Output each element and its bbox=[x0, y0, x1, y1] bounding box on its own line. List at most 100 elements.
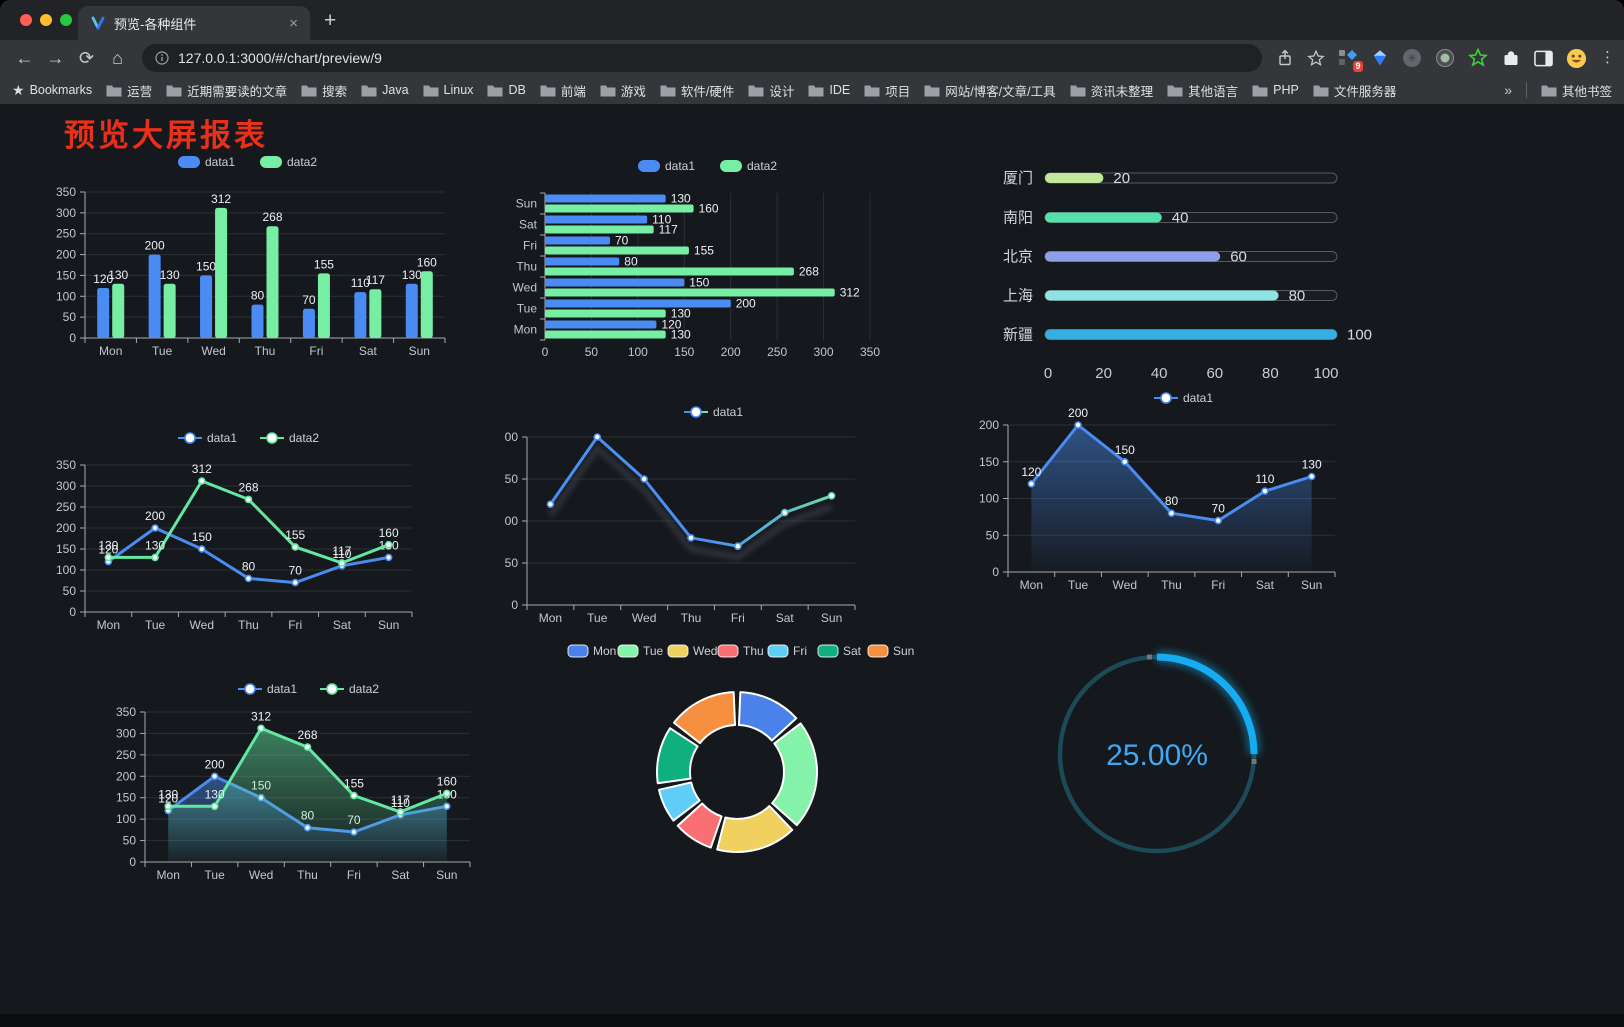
legend-item-data1[interactable]: data1 bbox=[178, 431, 237, 445]
bookmark-folder-item[interactable]: 其他语言 bbox=[1167, 81, 1238, 100]
circle-extension-icon[interactable]: ✳ bbox=[1402, 48, 1422, 68]
svg-text:155: 155 bbox=[344, 777, 364, 791]
legend-item-data2[interactable]: data2 bbox=[260, 431, 319, 445]
green-star-extension-icon[interactable] bbox=[1468, 48, 1488, 68]
svg-text:Sat: Sat bbox=[843, 644, 862, 658]
svg-text:Wed: Wed bbox=[249, 868, 273, 882]
svg-text:Tue: Tue bbox=[152, 344, 173, 358]
bookmark-folder-item[interactable]: 运营 bbox=[106, 81, 152, 100]
forward-button[interactable]: → bbox=[46, 48, 65, 68]
svg-text:110: 110 bbox=[391, 796, 410, 810]
chart-city-progress-canvas[interactable]: 厦门 20 南阳 40 北京 60 上海 80 新疆 100 0 20 40 60 80 100 bbox=[985, 148, 1385, 398]
bookmark-folder-item[interactable]: 资讯未整理 bbox=[1070, 81, 1154, 100]
chart-line-area-canvas[interactable]: 0 50 100 150 200 250 300 350 Mon Tue Wed Thu Fri Sat S… bbox=[100, 676, 520, 891]
bookmark-folder-item[interactable]: PHP bbox=[1252, 83, 1299, 97]
tab-close-icon[interactable]: × bbox=[289, 14, 298, 32]
legend-item-Fri[interactable]: Fri bbox=[767, 644, 807, 658]
svg-text:268: 268 bbox=[238, 480, 258, 494]
legend-item-data1[interactable]: data1 bbox=[238, 682, 297, 696]
bookmark-folder-item[interactable]: IDE bbox=[808, 83, 850, 97]
chart-ring-progress-canvas[interactable]: 25.00% bbox=[1040, 645, 1275, 865]
svg-text:300: 300 bbox=[116, 726, 136, 740]
legend-item-Wed[interactable]: Wed bbox=[667, 644, 717, 658]
bookmark-folder-item[interactable]: 搜索 bbox=[301, 81, 347, 100]
chart-donut-canvas[interactable]: Mon Tue Wed Thu Fri Sat Sun bbox=[545, 640, 935, 880]
svg-text:20: 20 bbox=[1113, 170, 1130, 187]
svg-text:312: 312 bbox=[192, 462, 212, 476]
toolbar: ← → ⟳ ⌂ 127.0.0.1:3000/#/chart/preview/9… bbox=[0, 40, 1624, 76]
svg-text:250: 250 bbox=[56, 227, 76, 241]
gem-extension-icon[interactable] bbox=[1371, 49, 1389, 67]
bookmark-folder-item[interactable]: DB bbox=[487, 83, 526, 97]
puzzle-extensions-icon[interactable] bbox=[1501, 48, 1521, 68]
menu-icon[interactable]: ⋮ bbox=[1600, 49, 1615, 66]
svg-text:Mon: Mon bbox=[539, 611, 562, 625]
site-info-icon[interactable] bbox=[155, 51, 169, 65]
bookmark-star-icon[interactable] bbox=[1307, 49, 1325, 67]
bookmark-label: 资讯未整理 bbox=[1090, 84, 1154, 99]
chart-line-gradient-canvas[interactable]: 0 50 100 150 200 Mon Tue Wed Thu Fri Sat Sun data1 bbox=[498, 398, 925, 633]
bookmark-folder-item[interactable]: 设计 bbox=[748, 81, 794, 100]
svg-text:350: 350 bbox=[56, 185, 76, 199]
svg-text:100: 100 bbox=[1347, 327, 1372, 344]
svg-text:155: 155 bbox=[285, 528, 305, 542]
reload-button[interactable]: ⟳ bbox=[78, 48, 95, 68]
side-panel-icon[interactable] bbox=[1534, 50, 1553, 67]
chart-grouped-bar-canvas[interactable]: 0 50 100 150 200 250 300 350 Mon Tue Wed Thu Fri Sat S… bbox=[40, 148, 460, 400]
bookmark-label: 软件/硬件 bbox=[680, 84, 735, 99]
svg-text:110: 110 bbox=[1255, 472, 1274, 486]
legend-item-data1[interactable]: data1 bbox=[178, 155, 235, 169]
address-bar[interactable]: 127.0.0.1:3000/#/chart/preview/9 bbox=[142, 44, 1262, 72]
new-tab-button[interactable]: + bbox=[324, 9, 337, 32]
browser-tab[interactable]: 预览-各种组件 × bbox=[78, 6, 310, 40]
window-close-button[interactable] bbox=[20, 14, 32, 26]
page-content: 预览大屏报表 0 50 100 150 200 250 300 350 Mon Tue Wed Thu… bbox=[0, 104, 1624, 1027]
chart-area-single-canvas[interactable]: 0 50 100 150 200 Mon Tue Wed Thu Fri Sat Sun 120 200 1… bbox=[975, 388, 1395, 598]
svg-text:Mon: Mon bbox=[157, 868, 180, 882]
bookmark-folder-item[interactable]: Linux bbox=[423, 83, 474, 97]
home-button[interactable]: ⌂ bbox=[112, 48, 123, 68]
window-zoom-button[interactable] bbox=[60, 14, 72, 26]
bookmark-folder-item[interactable]: 游戏 bbox=[600, 81, 646, 100]
legend-item-data2[interactable]: data2 bbox=[720, 159, 777, 173]
bookmark-folder-item[interactable]: Java bbox=[361, 83, 409, 97]
legend-item-Sat[interactable]: Sat bbox=[817, 644, 862, 658]
legend-item-Sun[interactable]: Sun bbox=[867, 644, 914, 658]
bookmarks-manager[interactable]: ★ Bookmarks bbox=[12, 82, 92, 99]
legend-item-Tue[interactable]: Tue bbox=[617, 644, 664, 658]
bookmark-folder-item[interactable]: 前端 bbox=[540, 81, 586, 100]
svg-text:data1: data1 bbox=[205, 155, 235, 169]
svg-text:50: 50 bbox=[505, 556, 518, 570]
svg-text:50: 50 bbox=[585, 345, 599, 359]
bookmark-folder-item[interactable]: 网站/博客/文章/工具 bbox=[924, 81, 1056, 100]
other-bookmarks-folder[interactable]: 其他书签 bbox=[1541, 81, 1612, 100]
dot-extension-icon[interactable] bbox=[1435, 48, 1455, 68]
legend-item-data1[interactable]: data1 bbox=[638, 159, 695, 173]
legend-item-data1[interactable]: data1 bbox=[684, 405, 743, 419]
extension-grid-icon[interactable]: 9 bbox=[1338, 48, 1363, 72]
back-button[interactable]: ← bbox=[15, 48, 34, 68]
share-icon[interactable] bbox=[1276, 49, 1294, 67]
bookmark-folder-item[interactable]: 文件服务器 bbox=[1313, 81, 1396, 100]
svg-text:80: 80 bbox=[624, 255, 638, 269]
chart-donut: Mon Tue Wed Thu Fri Sat Sun bbox=[545, 640, 935, 880]
legend-item-Mon[interactable]: Mon bbox=[567, 644, 616, 658]
bookmark-label: Linux bbox=[443, 83, 474, 97]
window-minimize-button[interactable] bbox=[40, 14, 52, 26]
bookmarks-overflow-chevron[interactable]: » bbox=[1504, 82, 1512, 98]
legend-item-data2[interactable]: data2 bbox=[320, 682, 379, 696]
chart-line-two-series-canvas[interactable]: 0 50 100 150 200 250 300 350 Mon Tue Wed Thu Fri Sat S… bbox=[40, 424, 460, 639]
folder-icon bbox=[540, 85, 556, 96]
svg-text:300: 300 bbox=[814, 345, 834, 359]
svg-text:40: 40 bbox=[1151, 365, 1168, 382]
profile-avatar[interactable] bbox=[1566, 48, 1587, 69]
svg-text:data1: data1 bbox=[665, 159, 695, 173]
legend-item-data2[interactable]: data2 bbox=[260, 155, 317, 169]
legend-item-data1[interactable]: data1 bbox=[1154, 391, 1213, 405]
bookmark-folder-item[interactable]: 软件/硬件 bbox=[660, 81, 734, 100]
bookmark-folder-item[interactable]: 项目 bbox=[864, 81, 910, 100]
bookmark-folder-item[interactable]: 近期需要读的文章 bbox=[166, 81, 287, 100]
legend-item-Thu[interactable]: Thu bbox=[717, 644, 764, 658]
folder-icon bbox=[600, 85, 616, 96]
